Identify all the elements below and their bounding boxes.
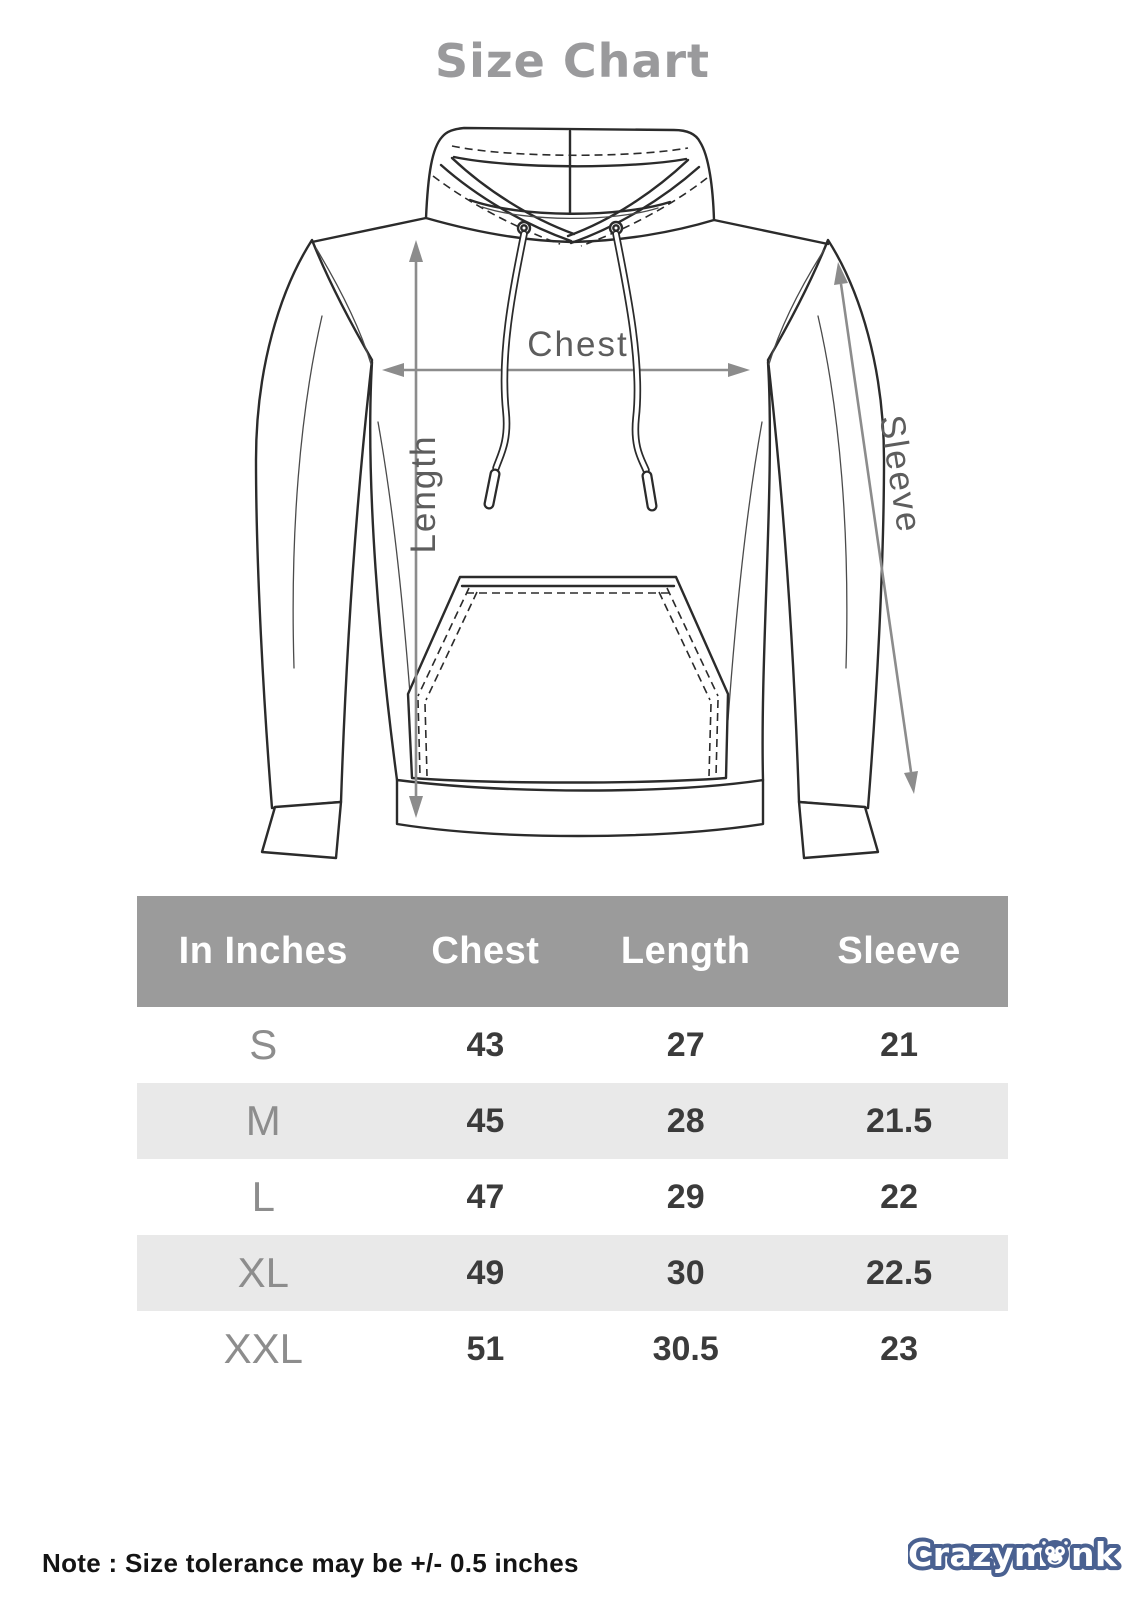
right-armhole-seam xyxy=(768,249,825,365)
header-chest: Chest xyxy=(431,930,540,972)
logo-text-suffix: nk xyxy=(1071,1535,1118,1574)
length-value: 27 xyxy=(666,1025,705,1064)
size-label: L xyxy=(251,1173,275,1220)
hoodie-diagram: Chest Length Sleeve xyxy=(254,126,928,860)
left-cuff xyxy=(260,800,343,860)
length-arrow xyxy=(409,240,423,818)
sleeve-value: 23 xyxy=(880,1329,918,1368)
chest-value: 43 xyxy=(466,1025,505,1064)
right-drawstring xyxy=(612,230,658,512)
right-cuff xyxy=(797,800,880,860)
hood-right-slope-stitch xyxy=(580,177,708,247)
sleeve-value: 21.5 xyxy=(866,1101,933,1140)
length-value: 30 xyxy=(666,1253,705,1292)
left-shoulder-line xyxy=(310,216,428,244)
right-side-seam xyxy=(761,360,772,782)
table-row-xxl: XXL 51 30.5 23 xyxy=(137,1311,1008,1387)
left-sleeve xyxy=(254,238,374,810)
size-label: M xyxy=(245,1097,281,1144)
left-armhole-seam xyxy=(315,247,372,365)
chest-value: 51 xyxy=(466,1329,505,1368)
length-value: 30.5 xyxy=(652,1329,719,1368)
left-body-drape-line xyxy=(377,421,413,721)
hood-rim-right-outer xyxy=(566,158,690,238)
sleeve-value: 21 xyxy=(880,1025,918,1064)
size-label: S xyxy=(249,1021,278,1068)
pocket-right-stitch-2 xyxy=(658,591,711,701)
hood-rim-left-outer xyxy=(450,156,576,236)
right-body-drape-line xyxy=(727,421,763,721)
chest-value: 49 xyxy=(466,1253,505,1292)
table-row-xl: XL 49 30 22.5 xyxy=(137,1235,1008,1311)
chest-label: Chest xyxy=(527,325,628,364)
right-shoulder-line xyxy=(712,218,830,246)
logo-text-prefix: Crazym xyxy=(908,1535,1049,1574)
pocket-right-stitch-1 xyxy=(666,587,719,697)
left-drawstring xyxy=(483,230,528,510)
sleeve-value: 22 xyxy=(880,1177,918,1216)
monkey-icon xyxy=(1039,1538,1071,1568)
size-table: In Inches Chest Length Sleeve S 43 27 21… xyxy=(137,896,1008,1387)
brand-logo: Crazym nk xyxy=(908,1532,1121,1578)
chest-value: 47 xyxy=(466,1177,505,1216)
hood-left-slope-stitch xyxy=(432,175,561,245)
header-in-inches: In Inches xyxy=(178,930,348,972)
hem-band xyxy=(395,778,765,838)
size-label: XL xyxy=(237,1249,289,1296)
right-sleeve-drape-line xyxy=(817,315,848,669)
left-sleeve-drape-line xyxy=(292,315,323,669)
tolerance-note: Note : Size tolerance may be +/- 0.5 inc… xyxy=(42,1548,579,1578)
size-label: XXL xyxy=(223,1325,303,1372)
table-row-l: L 47 29 22 xyxy=(137,1159,1008,1235)
size-table-header: In Inches Chest Length Sleeve xyxy=(137,896,1008,1007)
table-row-m: M 45 28 21.5 xyxy=(137,1083,1008,1159)
length-value: 29 xyxy=(666,1177,705,1216)
left-side-seam xyxy=(369,360,399,782)
page-title: Size Chart xyxy=(434,34,711,88)
header-sleeve: Sleeve xyxy=(837,930,961,972)
pocket-left-stitch-1 xyxy=(417,587,470,697)
length-label: Length xyxy=(404,434,443,553)
hood-rim-right-inner xyxy=(569,165,701,245)
hood-collar-arc-inner xyxy=(481,206,659,220)
table-row-s: S 43 27 21 xyxy=(137,1007,1008,1083)
sleeve-value: 22.5 xyxy=(866,1253,933,1292)
header-length: Length xyxy=(620,930,751,972)
sleeve-arrow xyxy=(834,262,918,794)
chest-arrow xyxy=(382,363,750,377)
chest-value: 45 xyxy=(466,1101,505,1140)
kangaroo-pocket xyxy=(406,575,730,784)
length-value: 28 xyxy=(666,1101,705,1140)
pocket-left-stitch-2 xyxy=(425,591,478,701)
